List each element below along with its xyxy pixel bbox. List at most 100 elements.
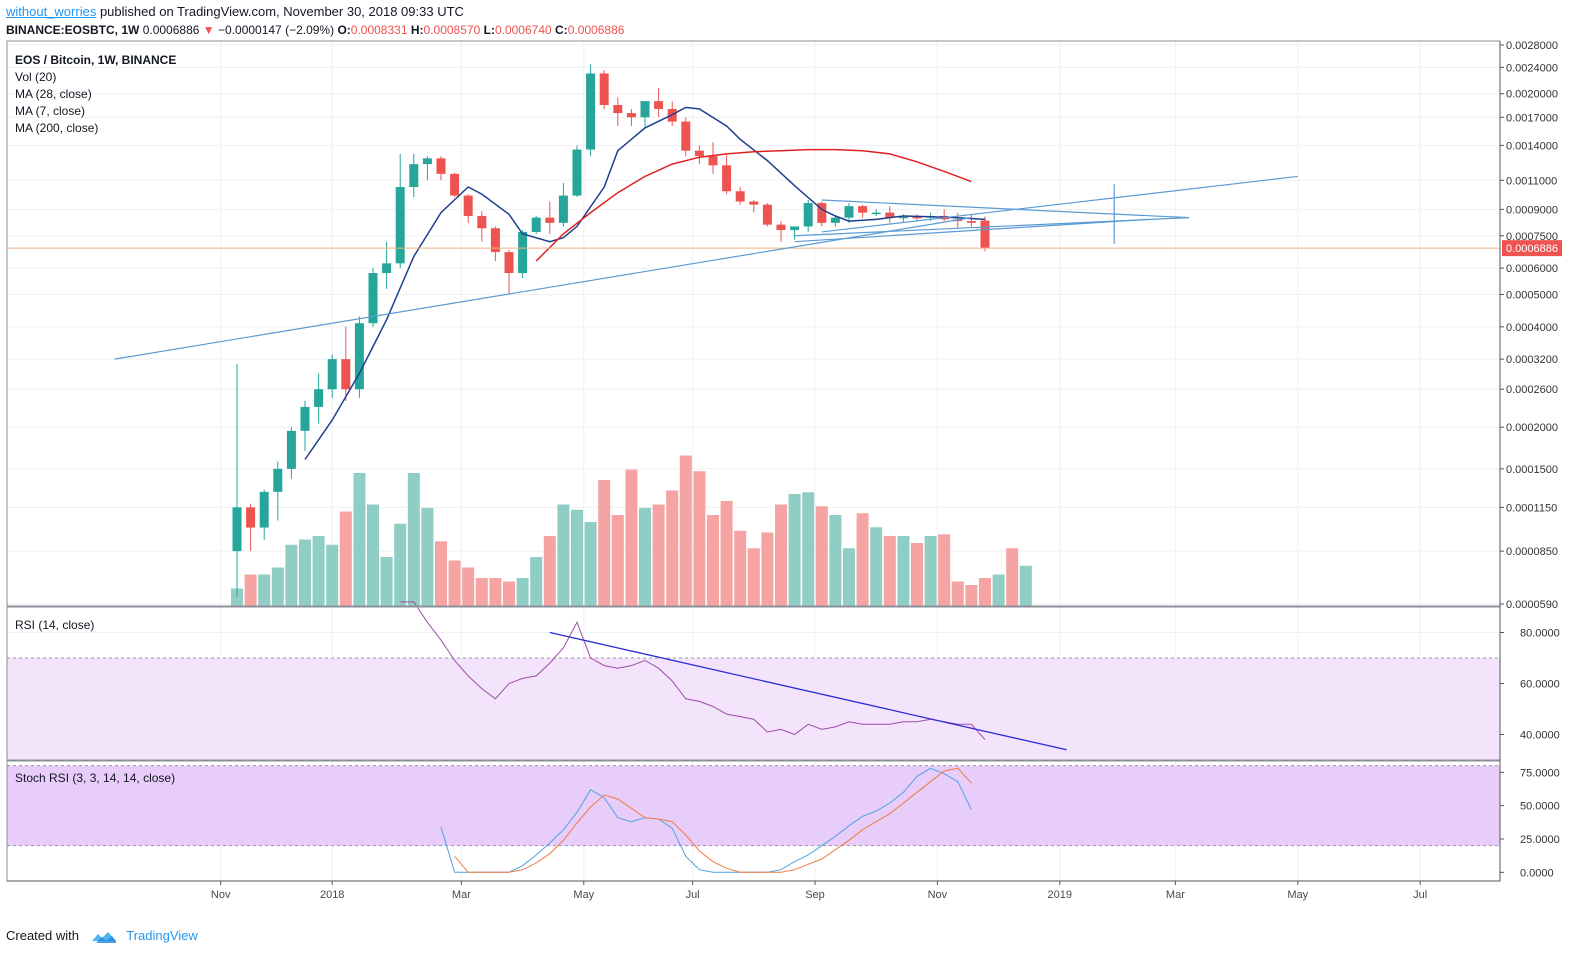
candle-body[interactable] <box>422 158 432 165</box>
axes: Nov 2018 Mar May Jul Sep Nov 2019 Mar May Jul 0.002… <box>211 40 1562 901</box>
indicator-lines <box>400 601 1067 873</box>
candle-body[interactable] <box>722 165 732 192</box>
volume-bar <box>883 536 896 606</box>
candle-body[interactable] <box>382 263 392 274</box>
candle-body[interactable] <box>545 217 555 223</box>
candle-body[interactable] <box>354 323 364 390</box>
candle-body[interactable] <box>232 507 242 552</box>
price-axis-label: 0.0001150 <box>1506 502 1557 514</box>
candle-body[interactable] <box>708 156 718 166</box>
candle-body[interactable] <box>966 221 976 223</box>
volume-bar <box>489 578 502 606</box>
candle-body[interactable] <box>858 206 868 213</box>
tradingview-brand-link[interactable]: TradingView <box>126 928 198 943</box>
price-axis-label: 0.0003200 <box>1506 354 1558 366</box>
published-line: without_worries published on TradingView… <box>6 3 464 21</box>
candles[interactable] <box>232 64 990 597</box>
stoch-axis-label: 50.0000 <box>1520 801 1560 813</box>
candle-body[interactable] <box>450 173 460 196</box>
volume-bar <box>407 473 420 606</box>
candle-body[interactable] <box>518 231 528 274</box>
author-link[interactable]: without_worries <box>6 4 97 19</box>
trendline[interactable] <box>821 175 1298 233</box>
volume-bar <box>693 471 706 606</box>
volume-bar <box>462 567 475 606</box>
legend-title: EOS / Bitcoin, 1W, BINANCE <box>15 53 176 67</box>
volume-bar <box>979 578 991 606</box>
candle-body[interactable] <box>762 204 772 225</box>
volume-bar <box>584 522 597 606</box>
rsi-trendline[interactable] <box>549 631 1067 751</box>
candle-body[interactable] <box>273 468 283 492</box>
candle-body[interactable] <box>259 491 269 528</box>
trendlines[interactable] <box>114 175 1298 360</box>
x-axis-tick-label: Nov <box>211 889 231 901</box>
candle-body[interactable] <box>436 158 446 174</box>
volume-bar <box>435 541 447 606</box>
candle-body[interactable] <box>300 406 310 431</box>
candle-body[interactable] <box>681 121 691 151</box>
stoch-k-line <box>440 767 972 873</box>
legend-ma200: MA (200, close) <box>15 121 98 135</box>
candle-body[interactable] <box>980 220 990 249</box>
candle-body[interactable] <box>368 273 378 324</box>
candle-body[interactable] <box>844 206 854 218</box>
candle-body[interactable] <box>871 212 881 215</box>
rsi-axis-label: 80.0000 <box>1520 628 1560 640</box>
close-label: C: <box>555 23 568 37</box>
candle-body[interactable] <box>640 101 650 118</box>
candle-body[interactable] <box>531 217 541 232</box>
candle-body[interactable] <box>654 101 664 109</box>
candle-body[interactable] <box>830 217 840 223</box>
candle-body[interactable] <box>490 228 500 253</box>
moving-averages <box>7 106 1500 460</box>
candle-body[interactable] <box>898 216 908 219</box>
candle-body[interactable] <box>885 212 895 218</box>
candle-body[interactable] <box>463 195 473 216</box>
rsi-line <box>400 601 986 740</box>
trendline[interactable] <box>794 218 1149 243</box>
volume-bar <box>448 560 461 606</box>
candle-body[interactable] <box>749 201 759 205</box>
candle-body[interactable] <box>327 359 337 390</box>
volume-bar <box>911 543 923 606</box>
candle-body[interactable] <box>912 216 922 219</box>
candle-body[interactable] <box>613 105 623 114</box>
candle-body[interactable] <box>558 195 568 223</box>
candle-body[interactable] <box>395 187 405 264</box>
trendline[interactable] <box>114 217 972 360</box>
candle-body[interactable] <box>341 359 351 390</box>
volume-bar <box>734 530 747 606</box>
price-axis-label: 0.0020000 <box>1506 89 1558 101</box>
candle-body[interactable] <box>246 507 256 528</box>
candle-body[interactable] <box>586 73 596 150</box>
candle-body[interactable] <box>286 430 296 469</box>
high-label: H: <box>410 23 424 37</box>
candle-body[interactable] <box>735 191 745 202</box>
volume-bar <box>802 492 815 606</box>
volume-bar <box>938 534 951 606</box>
candle-body[interactable] <box>776 224 786 231</box>
candle-body[interactable] <box>504 252 514 274</box>
candle-body[interactable] <box>599 73 609 106</box>
volume-bar <box>312 536 325 606</box>
candle-body[interactable] <box>626 113 636 118</box>
price-axis-label: 0.0001500 <box>1506 464 1558 476</box>
candle-body[interactable] <box>790 226 800 231</box>
rsi-axis-label: 40.0000 <box>1520 730 1560 742</box>
open-value: 0.0008331 <box>350 23 408 37</box>
volume-bar <box>394 523 407 606</box>
candle-body[interactable] <box>409 164 419 188</box>
volume-bar <box>666 490 679 606</box>
candle-body[interactable] <box>803 203 813 227</box>
trendline[interactable] <box>821 199 1190 219</box>
candle-body[interactable] <box>694 150 704 157</box>
close-value: 0.0006886 <box>567 23 625 37</box>
candle-body[interactable] <box>817 203 827 223</box>
candle-body[interactable] <box>572 149 582 196</box>
ma28-line <box>535 148 972 262</box>
candle-body[interactable] <box>314 389 324 407</box>
volume-bar <box>543 536 556 606</box>
candle-body[interactable] <box>477 215 487 229</box>
